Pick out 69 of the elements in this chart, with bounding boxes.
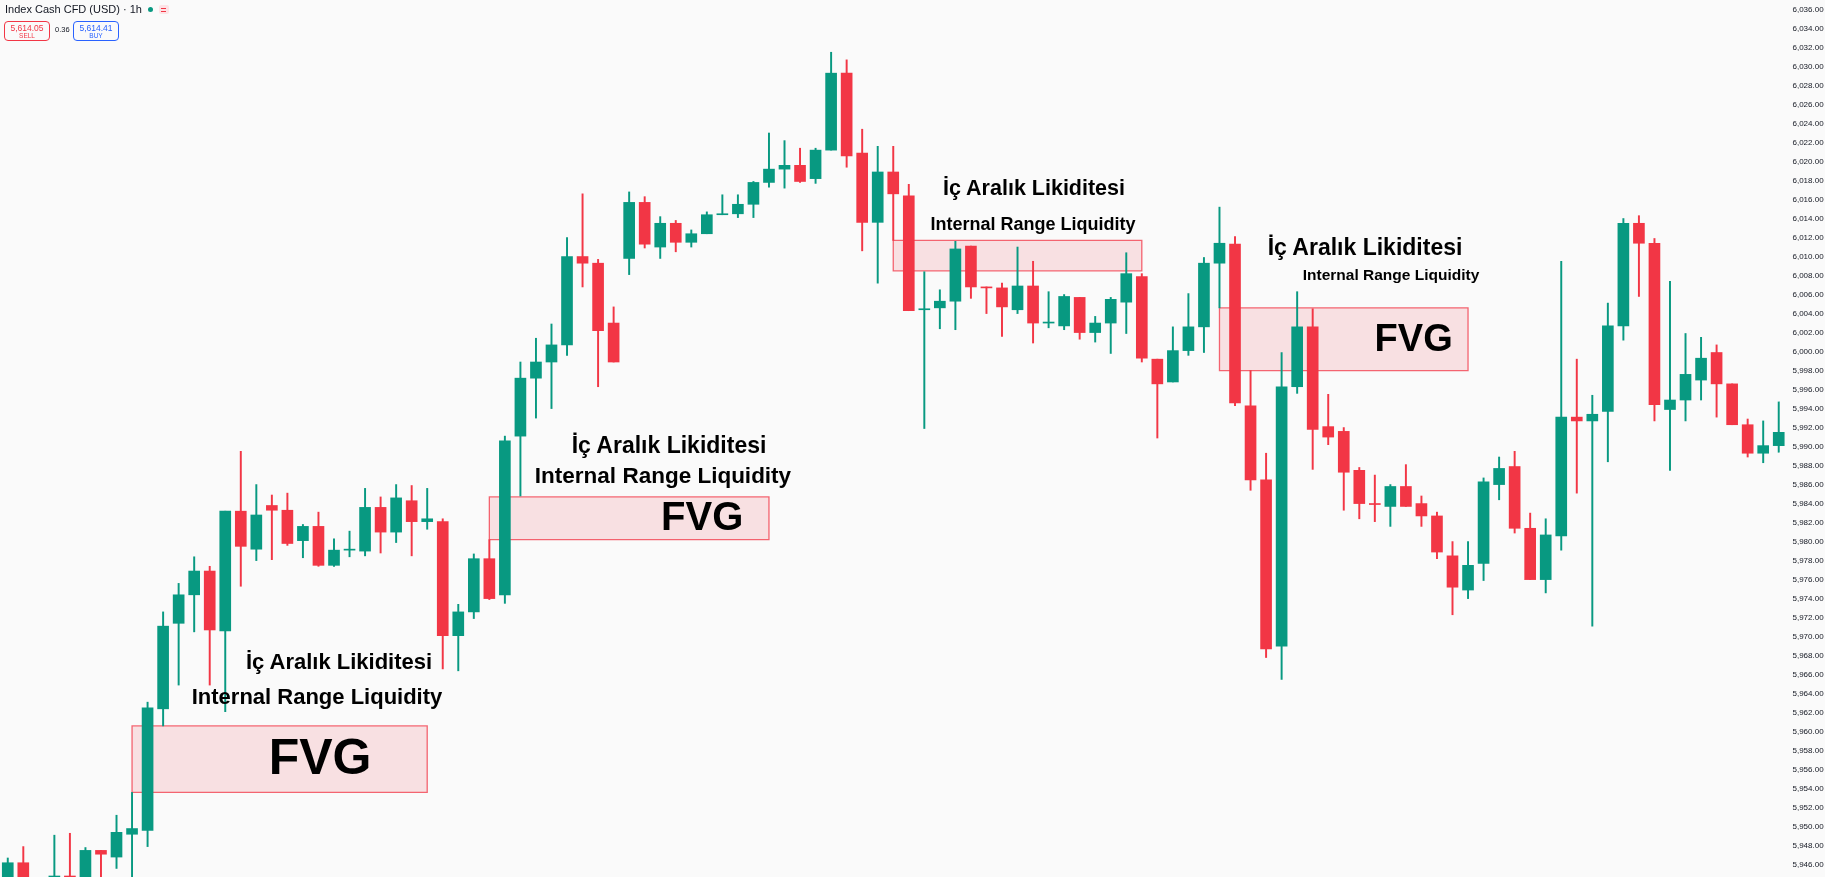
annotation: Internal Range Liquidity (534, 463, 792, 489)
y-tick-label: 5,982.00 (1792, 517, 1825, 527)
y-tick-label: 5,996.00 (1792, 384, 1825, 394)
y-tick-label: 6,004.00 (1792, 308, 1825, 318)
annotation: İç Aralık Likiditesi (1267, 234, 1463, 261)
candlestick (126, 792, 138, 877)
y-tick-label: 5,992.00 (1792, 422, 1825, 432)
y-tick-label: 5,974.00 (1792, 593, 1825, 603)
y-tick-label: 5,976.00 (1792, 574, 1825, 584)
y-tick-label: 5,956.00 (1792, 764, 1825, 774)
y-tick-label: 6,014.00 (1792, 213, 1825, 223)
y-tick-label: 5,978.00 (1792, 555, 1825, 565)
y-tick-label: 5,972.00 (1792, 612, 1825, 622)
y-tick-label: 6,016.00 (1792, 194, 1825, 204)
y-tick-label: 5,946.00 (1792, 859, 1825, 869)
y-tick-label: 5,968.00 (1792, 650, 1825, 660)
candlestick (1586, 394, 1599, 627)
candlestick (1664, 280, 1676, 471)
annotation: İç Aralık Likiditesi (571, 432, 767, 459)
annotation: 5,614.41 (78, 22, 114, 33)
band-label: FVG (661, 494, 744, 539)
band-label: FVG (268, 728, 372, 785)
y-tick-label: 6,020.00 (1792, 156, 1825, 166)
candlestick (576, 193, 589, 288)
y-tick-label: 6,030.00 (1792, 61, 1825, 71)
annotation: Internal Range Liquidity (930, 213, 1136, 234)
annotation: İç Aralık Likiditesi (245, 649, 433, 675)
chart-title: Index Cash CFD (USD) · 1h (5, 3, 142, 16)
y-tick-label: 6,006.00 (1792, 289, 1825, 299)
y-tick-label: 5,960.00 (1792, 726, 1825, 736)
y-tick-label: 5,980.00 (1792, 536, 1825, 546)
y-tick-label: 6,002.00 (1792, 327, 1825, 337)
y-tick-label: 5,986.00 (1792, 479, 1825, 489)
y-tick-label: 6,034.00 (1792, 23, 1825, 33)
y-tick-label: 5,988.00 (1792, 460, 1825, 470)
y-tick-label: 5,984.00 (1792, 498, 1825, 508)
y-tick-label: 5,962.00 (1792, 707, 1825, 717)
y-tick-label: 5,970.00 (1792, 631, 1825, 641)
y-tick-label: 6,018.00 (1792, 175, 1825, 185)
y-tick-label: 5,998.00 (1792, 365, 1825, 375)
y-tick-label: 6,022.00 (1792, 137, 1825, 147)
y-tick-label: 6,000.00 (1792, 346, 1825, 356)
band-label: FVG (1374, 316, 1453, 359)
y-tick-label: 5,952.00 (1792, 802, 1825, 812)
y-tick-label: 6,036.00 (1792, 4, 1825, 14)
y-tick-label: 5,966.00 (1792, 669, 1825, 679)
y-tick-label: 6,008.00 (1792, 270, 1825, 280)
y-tick-label: 5,990.00 (1792, 441, 1825, 451)
candlestick (716, 194, 729, 216)
y-tick-label: 6,026.00 (1792, 99, 1825, 109)
candlestick (918, 271, 931, 429)
y-tick-label: 5,964.00 (1792, 688, 1825, 698)
y-tick-label: 6,010.00 (1792, 251, 1825, 261)
y-tick-label: 6,024.00 (1792, 118, 1825, 128)
candlestick (266, 494, 278, 560)
annotation: Internal Range Liquidity (1302, 266, 1480, 284)
y-tick-label: 6,032.00 (1792, 42, 1825, 52)
y-tick-label: 5,948.00 (1792, 840, 1825, 850)
y-tick-label: 6,028.00 (1792, 80, 1825, 90)
y-tick-label: 5,950.00 (1792, 821, 1825, 831)
y-tick-label: 5,994.00 (1792, 403, 1825, 413)
y-tick-label: 5,958.00 (1792, 745, 1825, 755)
candlestick (1570, 358, 1583, 494)
annotation: 5,614.05 (9, 22, 45, 33)
y-tick-label: 5,954.00 (1792, 783, 1825, 793)
annotation: İç Aralık Likiditesi (942, 175, 1126, 200)
y-tick-label: 6,012.00 (1792, 232, 1825, 242)
candlestick (421, 488, 434, 530)
candlestick (1369, 474, 1381, 522)
